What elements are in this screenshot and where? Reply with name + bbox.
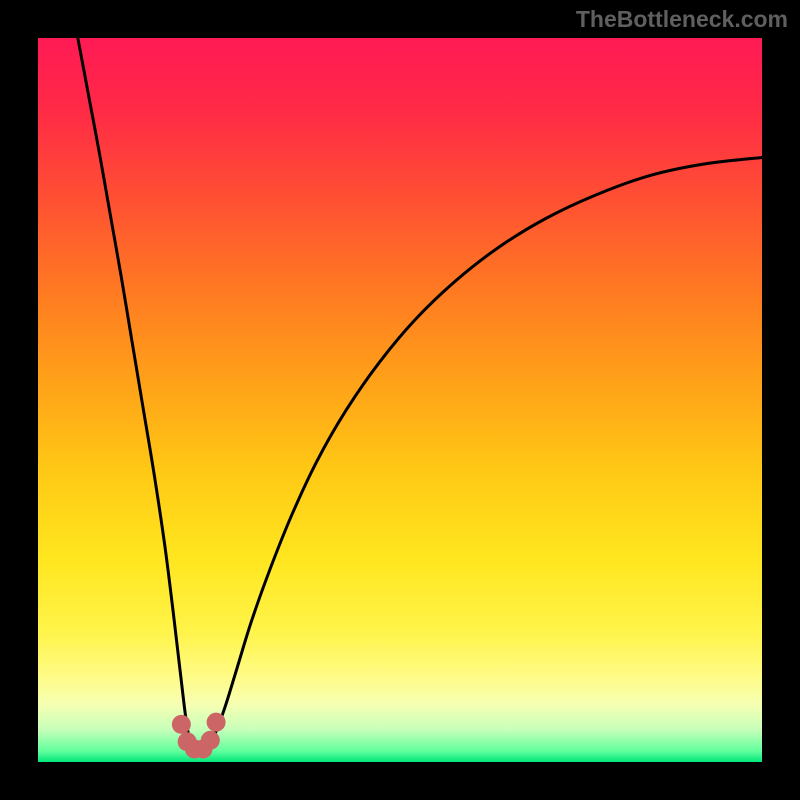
bump-marker [172, 715, 191, 734]
bottleneck-chart [0, 0, 800, 800]
bump-marker [201, 731, 220, 750]
watermark-text: TheBottleneck.com [576, 6, 788, 33]
bump-marker [207, 713, 226, 732]
plot-background-gradient [38, 38, 762, 762]
chart-container: TheBottleneck.com [0, 0, 800, 800]
